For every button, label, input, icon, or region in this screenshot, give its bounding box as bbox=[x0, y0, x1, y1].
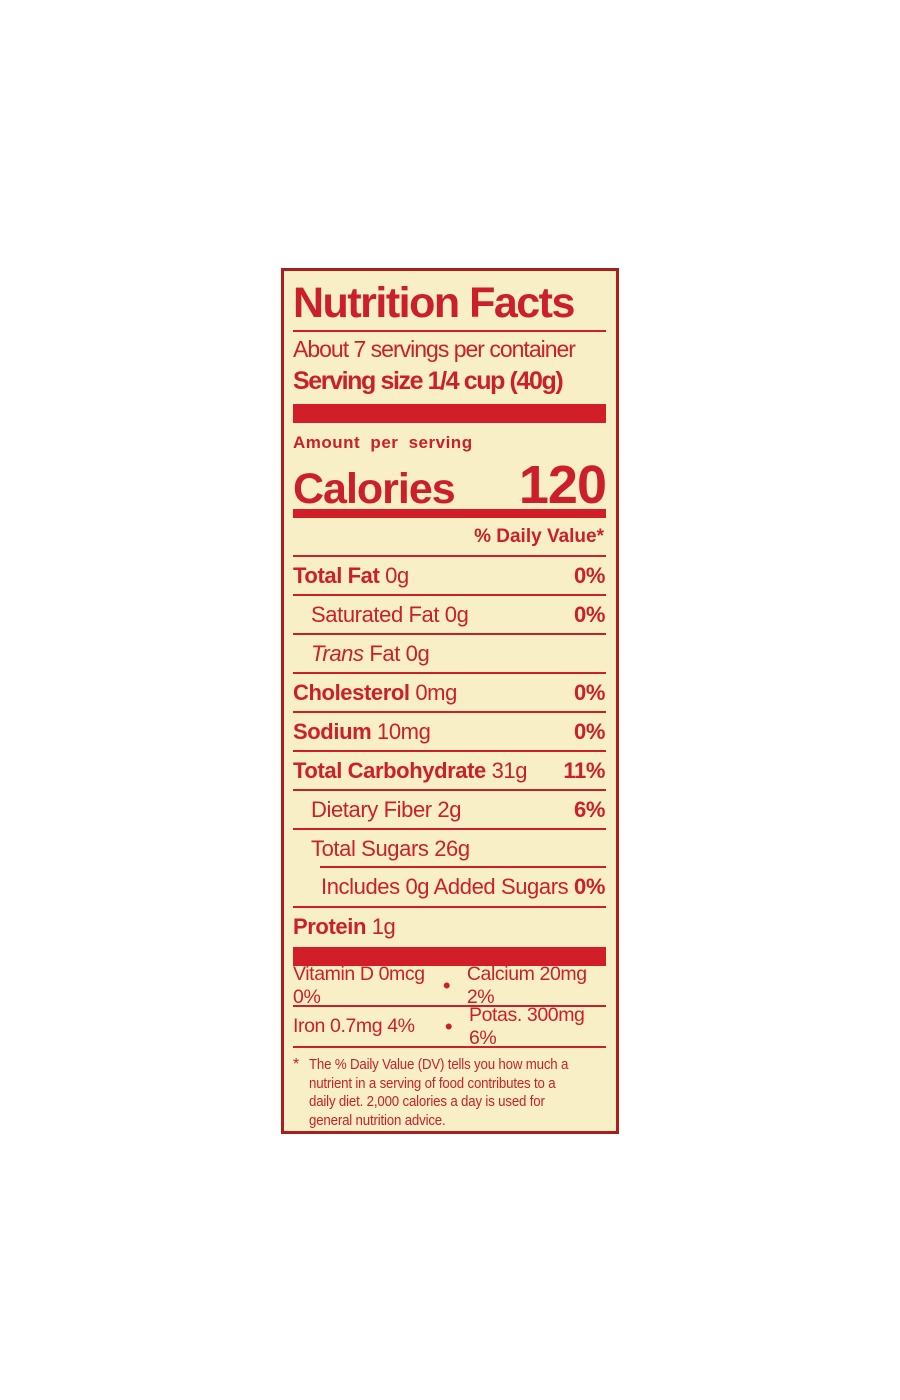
calcium-value: Calcium 20mg 2% bbox=[466, 962, 587, 1008]
nutrient-row-saturated-fat: Saturated Fat 0g 0% bbox=[293, 594, 606, 633]
nutrient-row-cholesterol: Cholesterol 0mg 0% bbox=[293, 672, 606, 711]
nutrient-name: Protein bbox=[293, 913, 366, 939]
nutrient-text: Total Carbohydrate 31g bbox=[293, 757, 528, 783]
daily-value-header: % Daily Value* bbox=[474, 526, 604, 547]
footnote-asterisk: * bbox=[293, 1056, 300, 1073]
nutrient-name: Sodium bbox=[293, 718, 372, 744]
medium-bar bbox=[293, 509, 606, 518]
nutrient-text: Trans Fat 0g bbox=[311, 640, 430, 666]
amount-per-serving-label: Amount per serving bbox=[293, 433, 473, 452]
iron-value: Iron 0.7mg 4% bbox=[293, 1015, 415, 1037]
nutrient-row-trans-fat: Trans Fat 0g bbox=[293, 633, 606, 672]
daily-value: 0% bbox=[574, 601, 605, 627]
nutrient-row-total-fat: Total Fat 0g 0% bbox=[293, 555, 606, 594]
nutrient-row-sodium: Sodium 10mg 0% bbox=[293, 711, 606, 750]
calories-label: Calories bbox=[293, 465, 456, 513]
nutrient-text: Dietary Fiber 2g bbox=[311, 796, 462, 822]
bullet-separator: • bbox=[442, 972, 451, 998]
potassium-value: Potas. 300mg 6% bbox=[468, 1003, 585, 1049]
calories-value: 120 bbox=[518, 455, 607, 515]
title-divider bbox=[293, 330, 606, 332]
micronutrient-row-1: Vitamin D 0mcg 0% • Calcium 20mg 2% bbox=[293, 962, 606, 1008]
nutrient-text: Total Fat 0g bbox=[293, 562, 409, 588]
nutrient-text: Saturated Fat 0g bbox=[311, 601, 469, 627]
nutrient-name: Total Fat bbox=[293, 562, 380, 588]
nutrient-name: Total Carbohydrate bbox=[293, 757, 486, 783]
serving-size: Serving size 1/4 cup (40g) bbox=[293, 367, 564, 395]
daily-value: 0% bbox=[574, 718, 605, 744]
nutrient-row-total-sugars: Total Sugars 26g bbox=[293, 828, 606, 867]
daily-value-footnote: * The % Daily Value (DV) tells you how m… bbox=[293, 1048, 606, 1130]
nutrient-text: Sodium 10mg bbox=[293, 718, 431, 744]
label-title: Nutrition Facts bbox=[293, 279, 575, 327]
thick-bar-bottom bbox=[293, 947, 606, 966]
nutrient-name: Cholesterol bbox=[293, 679, 410, 705]
nutrient-text: Cholesterol 0mg bbox=[293, 679, 457, 705]
nutrient-row-dietary-fiber: Dietary Fiber 2g 6% bbox=[293, 789, 606, 828]
daily-value: 0% bbox=[574, 562, 605, 588]
nutrient-text: Includes 0g Added Sugars bbox=[321, 873, 569, 899]
nutrient-row-total-carbohydrate: Total Carbohydrate 31g 11% bbox=[293, 750, 606, 789]
vitamin-d-value: Vitamin D 0mcg 0% bbox=[293, 962, 425, 1008]
daily-value: 0% bbox=[574, 679, 605, 705]
nutrient-row-added-sugars: Includes 0g Added Sugars 0% bbox=[293, 866, 606, 906]
nutrient-name-italic: Trans bbox=[311, 640, 364, 666]
nutrient-text: Total Sugars 26g bbox=[311, 835, 470, 861]
daily-value: 6% bbox=[574, 796, 605, 822]
daily-value: 11% bbox=[563, 757, 605, 783]
micronutrient-row-2: Iron 0.7mg 4% • Potas. 300mg 6% bbox=[293, 1003, 606, 1049]
bullet-separator: • bbox=[444, 1013, 453, 1039]
thick-bar-top bbox=[293, 404, 606, 423]
nutrient-row-protein: Protein 1g bbox=[293, 906, 606, 945]
footnote-text: The % Daily Value (DV) tells you how muc… bbox=[308, 1056, 569, 1129]
calories-row: Calories 120 bbox=[293, 454, 607, 515]
nutrient-text: Protein 1g bbox=[293, 913, 396, 939]
nutrition-facts-label: Nutrition Facts About 7 servings per con… bbox=[281, 268, 619, 1134]
servings-per-container: About 7 servings per container bbox=[293, 336, 576, 362]
daily-value: 0% bbox=[574, 873, 605, 899]
